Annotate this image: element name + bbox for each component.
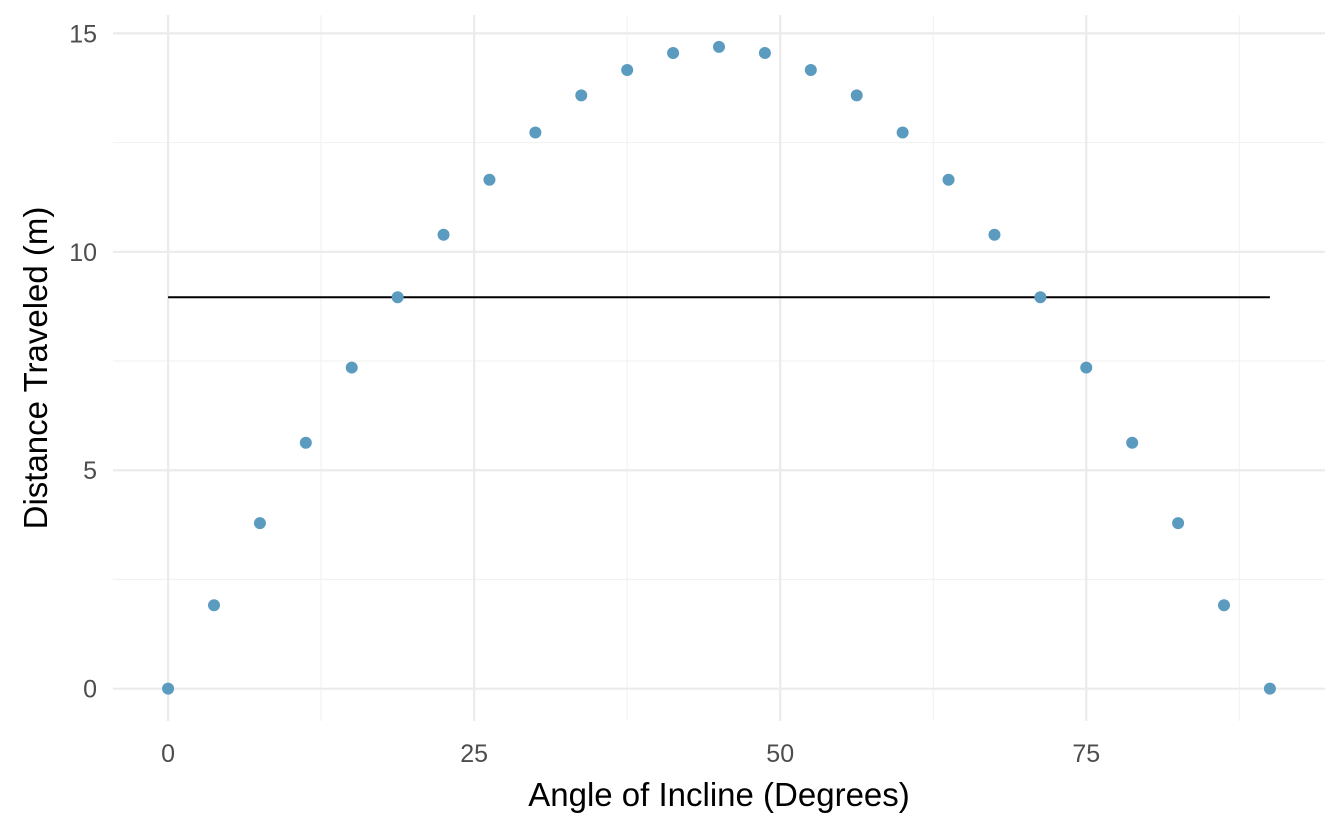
data-point	[667, 47, 680, 60]
grid	[113, 15, 1325, 721]
y-tick-label: 5	[83, 457, 97, 485]
y-tick-label: 0	[83, 676, 97, 704]
y-axis-title: Distance Traveled (m)	[17, 207, 54, 530]
data-point	[713, 40, 725, 53]
data-point	[529, 126, 542, 139]
x-axis-title: Angle of Incline (Degrees)	[528, 776, 910, 813]
data-point	[253, 517, 266, 530]
data-point	[988, 228, 1001, 241]
data-point	[437, 228, 450, 241]
data-point	[391, 291, 404, 304]
data-point	[758, 47, 771, 60]
x-tick-label: 25	[460, 740, 488, 768]
data-point	[1080, 361, 1093, 374]
y-axis-ticks: 0 5 10 15	[69, 20, 97, 703]
x-tick-label: 0	[161, 740, 175, 768]
data-point	[483, 173, 496, 186]
x-axis-ticks: 0 25 50 75	[161, 740, 1100, 768]
data-point	[1172, 517, 1185, 530]
data-points	[162, 40, 1276, 695]
data-point	[804, 64, 817, 77]
data-point	[621, 64, 634, 77]
data-point	[1218, 599, 1230, 612]
x-tick-label: 50	[766, 740, 794, 768]
data-point	[1034, 291, 1047, 304]
data-point	[850, 89, 863, 102]
data-point	[345, 361, 358, 374]
data-point	[162, 682, 175, 695]
y-tick-label: 15	[69, 20, 97, 48]
data-point	[299, 436, 312, 449]
data-point	[208, 599, 220, 612]
x-tick-label: 75	[1072, 740, 1100, 768]
data-point	[1263, 682, 1276, 695]
data-point	[1126, 436, 1139, 449]
data-point	[942, 173, 955, 186]
data-point	[896, 126, 909, 139]
y-tick-label: 10	[69, 239, 97, 267]
data-point	[575, 89, 588, 102]
